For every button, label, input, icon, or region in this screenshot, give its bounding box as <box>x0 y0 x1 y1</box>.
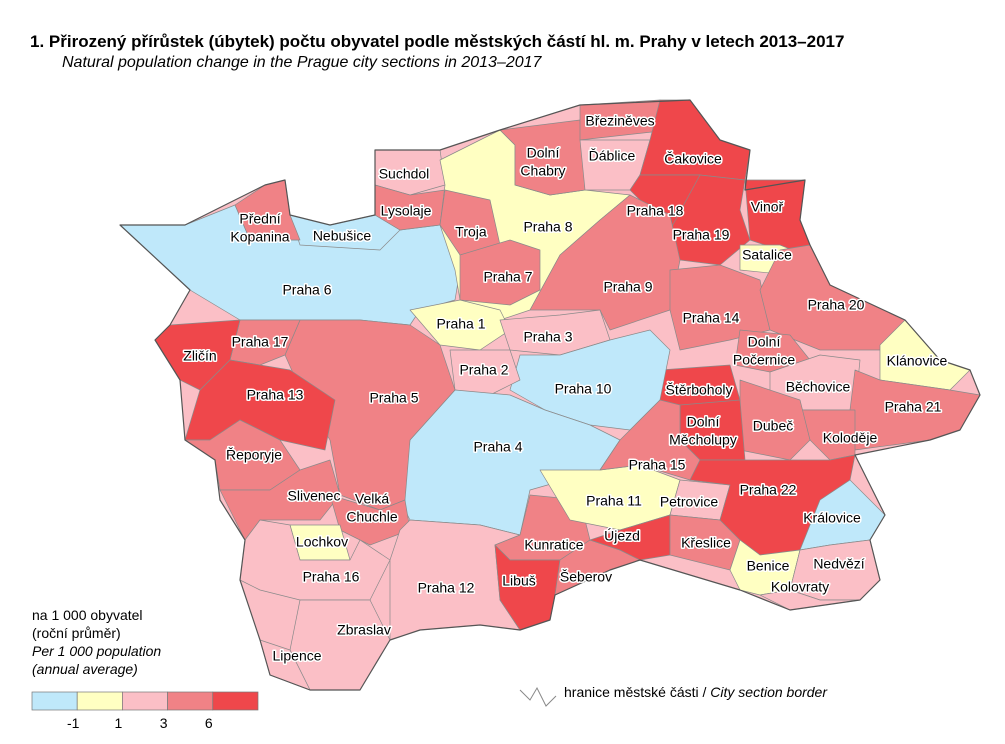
district-label: Velká <box>355 491 389 507</box>
district-label: Vinoř <box>751 199 784 215</box>
district-label: Přední <box>239 211 280 227</box>
legend-caption: (annual average) <box>32 661 138 677</box>
district-label: Praha 22 <box>740 482 797 498</box>
district-area <box>449 349 521 396</box>
district-label: Koloděje <box>823 430 878 446</box>
districts <box>119 99 981 691</box>
district-label: Ďáblice <box>589 148 636 164</box>
district-label: Běchovice <box>786 379 851 395</box>
legend-tick-label: 6 <box>205 715 213 731</box>
district-label: Praha 3 <box>523 329 572 345</box>
district-label: Praha 7 <box>483 269 532 285</box>
city-border <box>119 99 981 691</box>
district-label: Petrovice <box>660 494 719 510</box>
district-label: Praha 14 <box>683 310 740 326</box>
district-label: Nedvězí <box>813 556 864 572</box>
district-label: Praha 9 <box>603 279 652 295</box>
legend-caption: na 1 000 obyvatel <box>32 607 143 623</box>
district-label: Satalice <box>742 247 792 263</box>
district-labels: Praha 6 Nebušice Přední Kopanina Suchdol Lyso… <box>182 111 949 665</box>
district-label: Praha 13 <box>247 387 304 403</box>
district-label: Praha 11 <box>586 493 642 509</box>
district-label: Praha 5 <box>369 390 418 406</box>
district-label: Dolní <box>748 334 781 350</box>
district-area <box>239 519 391 601</box>
district-label: Praha 20 <box>808 297 865 313</box>
legend-tick-label: 3 <box>160 715 168 731</box>
district-label: Troja <box>455 224 487 240</box>
legend-tick-label: 1 <box>115 715 123 731</box>
legend-swatch <box>167 691 214 711</box>
legend-tick-label: -1 <box>67 715 80 731</box>
district-label: Dolní <box>687 414 720 430</box>
district-label: Kopanina <box>230 229 289 245</box>
district-label: Praha 12 <box>418 580 475 596</box>
district-label: Zličín <box>183 348 216 364</box>
district-label: Klánovice <box>887 353 948 369</box>
district-label: Praha 8 <box>523 219 572 235</box>
legend-swatch <box>76 691 123 711</box>
legend-caption: Per 1 000 population <box>32 643 161 659</box>
district-label: Počernice <box>733 352 795 368</box>
district-label: Řeporyje <box>226 447 282 463</box>
district-label: Praha 17 <box>232 334 289 350</box>
subtitle: Natural population change in the Prague … <box>62 54 543 71</box>
title: 1. Přirozený přírůstek (úbytek) počtu ob… <box>30 32 844 51</box>
border-legend-symbol <box>519 686 557 707</box>
district-label: Kunratice <box>524 537 583 553</box>
district-label: Dolní <box>527 145 560 161</box>
district-label: Královice <box>803 510 861 526</box>
district-label: Suchdol <box>379 166 430 182</box>
district-label: Křeslice <box>681 535 731 551</box>
legend-swatch <box>212 691 259 711</box>
legend: na 1 000 obyvatel (roční průměr) Per 1 000… <box>31 607 259 731</box>
district-label: Březiněves <box>585 113 654 129</box>
district-label: Libuš <box>502 573 535 589</box>
district-label: Nebušice <box>313 228 372 244</box>
district-label: Praha 4 <box>473 439 522 455</box>
district-label: Újezd <box>604 528 640 544</box>
district-label: Praha 21 <box>885 399 942 415</box>
legend-swatch <box>122 691 168 711</box>
district-label: Praha 10 <box>555 381 612 397</box>
district-label: Lochkov <box>296 534 348 550</box>
district-label: Slivenec <box>288 488 341 504</box>
district-label: Měcholupy <box>669 432 737 448</box>
legend-swatch <box>31 691 78 711</box>
district-label: Lipence <box>272 648 321 664</box>
border-legend-text: hranice městské části / City section bor… <box>564 684 828 700</box>
district-label: Čakovice <box>664 151 722 167</box>
district-label: Šeberov <box>560 569 612 585</box>
district-label: Praha 1 <box>436 316 485 332</box>
district-label: Štěrboholy <box>666 382 733 398</box>
district-label: Praha 2 <box>459 362 508 378</box>
district-label: Chabry <box>520 163 565 179</box>
district-label: Praha 19 <box>673 227 730 243</box>
district-label: Lysolaje <box>381 203 432 219</box>
district-label: Praha 15 <box>629 457 686 473</box>
district-area <box>289 599 391 691</box>
legend-caption: (roční průměr) <box>32 625 121 641</box>
district-label: Dubeč <box>753 418 793 434</box>
district-label: Praha 6 <box>282 282 331 298</box>
district-label: Benice <box>747 558 790 574</box>
district-label: Chuchle <box>346 509 398 525</box>
district-label: Kolovraty <box>771 579 829 595</box>
district-label: Praha 16 <box>303 569 360 585</box>
district-label: Zbraslav <box>337 622 391 638</box>
district-label: Praha 18 <box>627 203 684 219</box>
border-legend-en: City section border <box>710 684 828 700</box>
border-legend-cs: hranice městské části / <box>564 684 706 700</box>
